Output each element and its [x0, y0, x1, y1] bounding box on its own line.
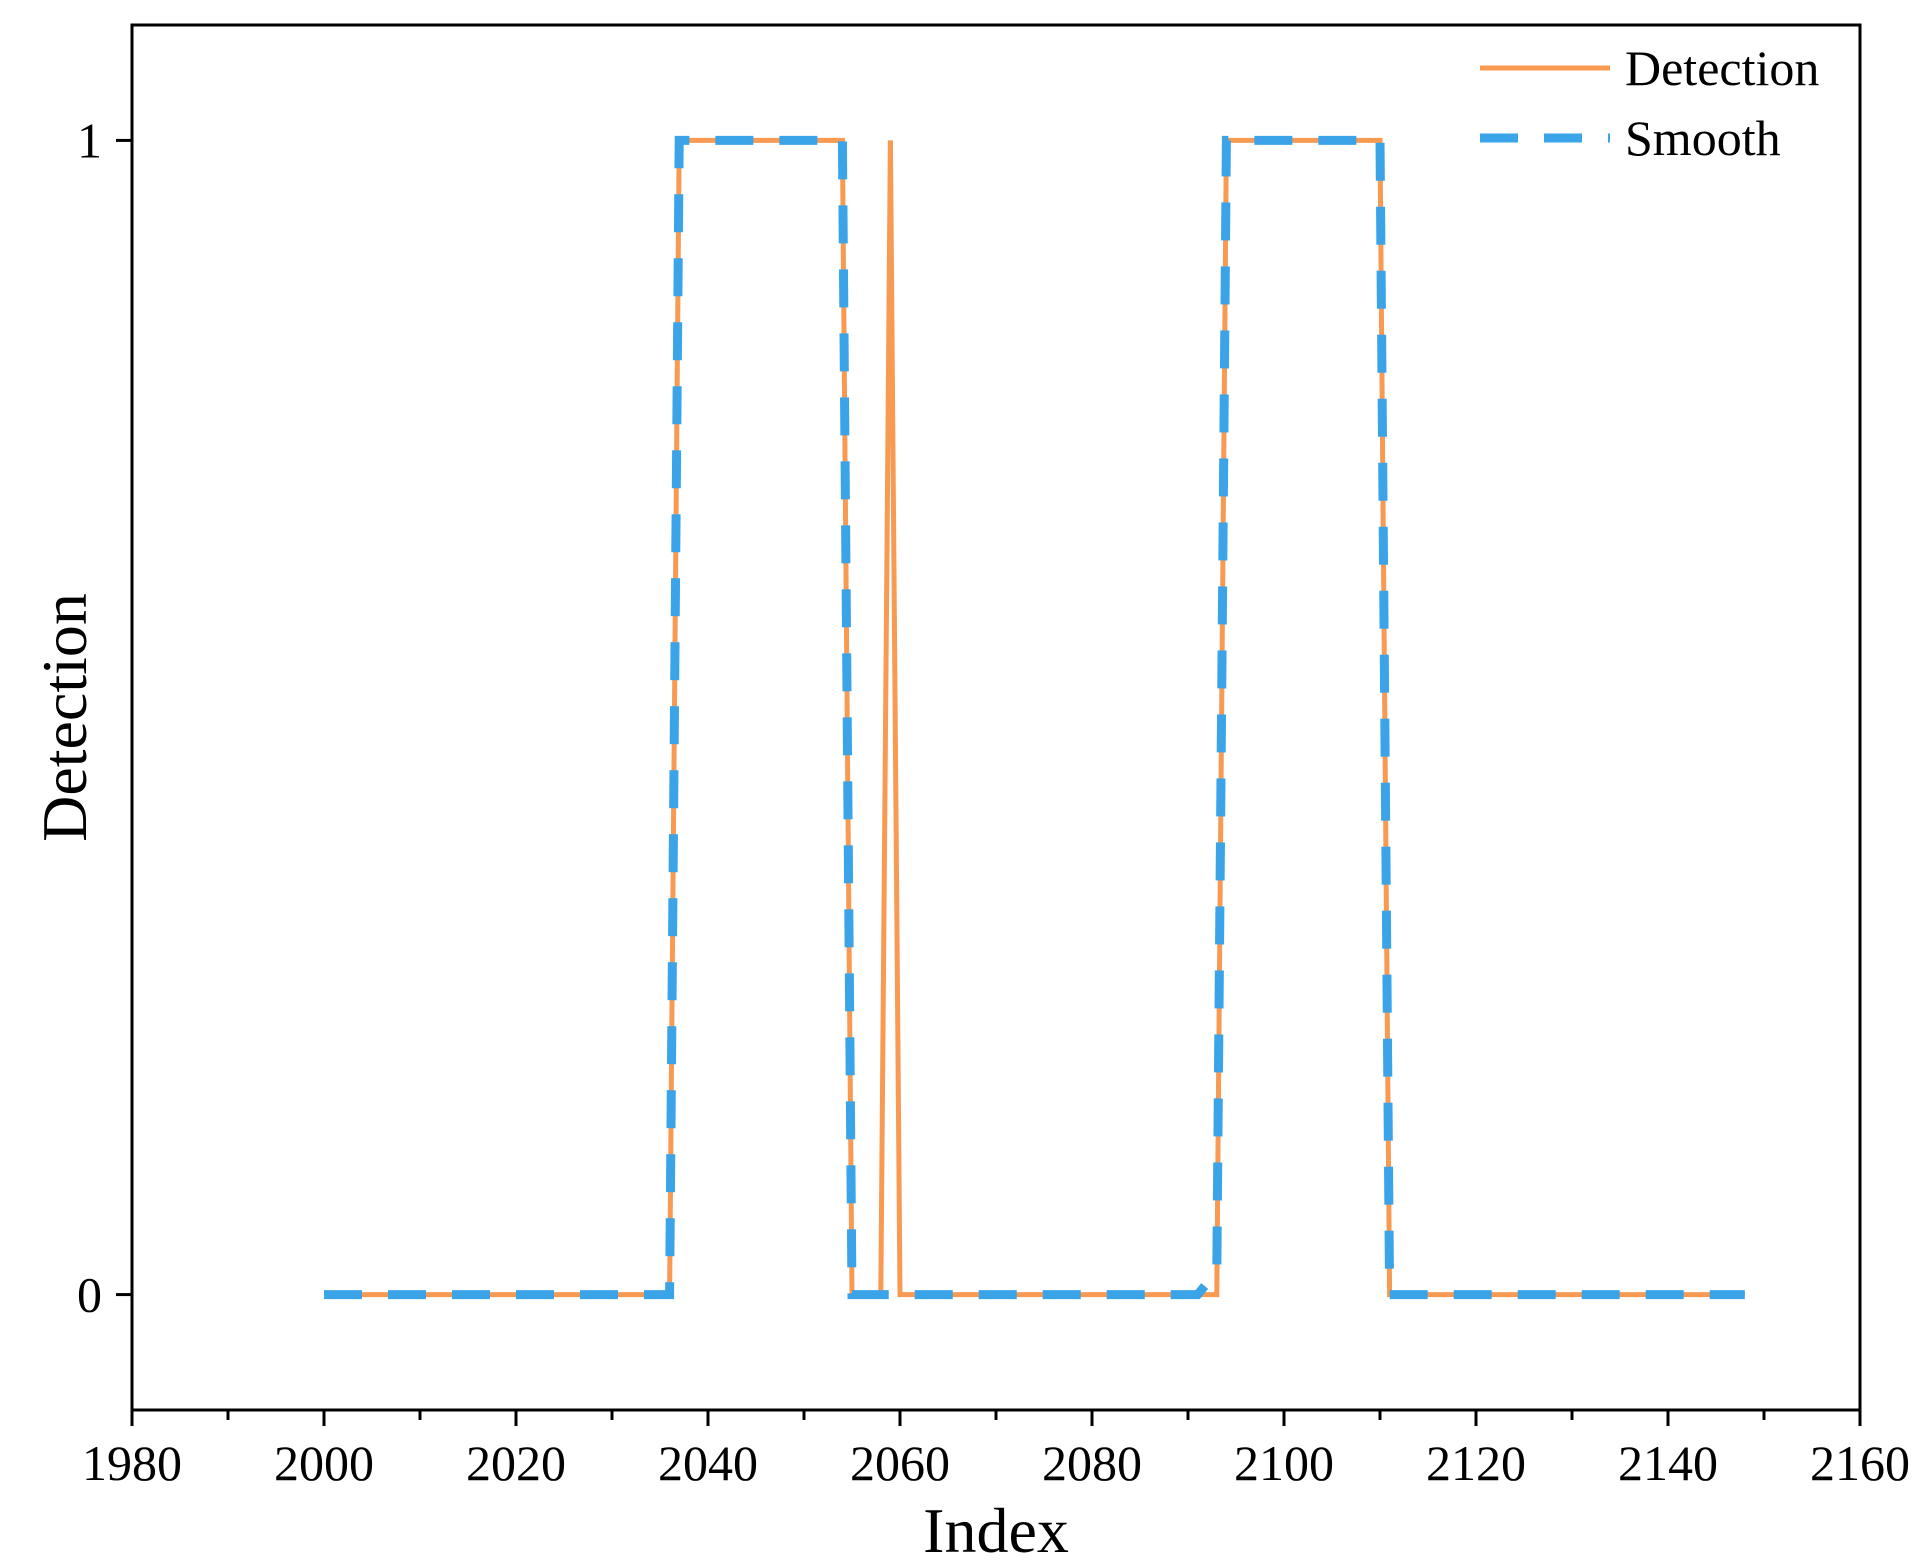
x-tick-label: 2100	[1234, 1435, 1334, 1491]
x-tick-label: 2000	[274, 1435, 374, 1491]
x-tick-label: 2060	[850, 1435, 950, 1491]
legend-label-smooth: Smooth	[1625, 110, 1781, 166]
series-line-smooth	[324, 135, 1745, 1300]
x-tick-label: 1980	[82, 1435, 182, 1491]
x-tick-label: 2040	[658, 1435, 758, 1491]
y-tick-label: 0	[77, 1267, 102, 1323]
x-tick-label: 2140	[1618, 1435, 1718, 1491]
legend: Detection Smooth	[1480, 40, 1819, 166]
x-tick-label: 2020	[466, 1435, 566, 1491]
legend-label-detection: Detection	[1625, 40, 1819, 96]
ticks-layer: 1980 2000 2020 2040 2060 2080 2100 2120 2140 2160…	[77, 112, 1910, 1491]
plot-frame	[130, 23, 1862, 1412]
x-axis-title: Index	[923, 1495, 1069, 1563]
x-tick-label: 2080	[1042, 1435, 1142, 1491]
x-tick-label: 2120	[1426, 1435, 1526, 1491]
y-tick-label: 1	[77, 112, 102, 168]
series-line-detection	[324, 137, 1745, 1298]
series-layer	[324, 135, 1745, 1300]
y-axis-title: Detection	[29, 593, 100, 842]
x-tick-label: 2160	[1810, 1435, 1910, 1491]
